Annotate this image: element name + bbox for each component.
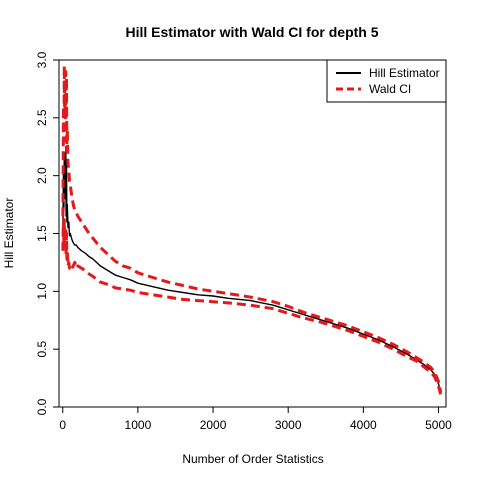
plot-area: 0 1000 2000 3000 4000 5000 0.0 0.5 1.0 1.5 2.0 2.5 3…: [35, 51, 452, 432]
legend-label: Hill Estimator: [369, 66, 440, 80]
wald-ci-lower-line: [61, 218, 443, 395]
x-tick-label: 1000: [125, 418, 152, 432]
x-tick-label: 2000: [200, 418, 227, 432]
plot-frame: [58, 59, 447, 408]
legend-label: Wald CI: [369, 82, 411, 96]
chart-title: Hill Estimator with Wald CI for depth 5: [125, 24, 378, 40]
x-tick-label: 5000: [425, 418, 452, 432]
x-tick-label: 3000: [275, 418, 302, 432]
x-tick-label: 4000: [350, 418, 377, 432]
hill-estimator-line: [62, 146, 442, 394]
y-tick-label: 0.0: [35, 398, 49, 415]
x-axis-label: Number of Order Statistics: [182, 452, 323, 466]
y-tick-label: 2.0: [35, 167, 49, 184]
legend-box: [326, 59, 447, 103]
x-tick-label: 0: [59, 418, 66, 432]
y-tick-label: 2.5: [35, 109, 49, 126]
y-tick-label: 3.0: [35, 51, 49, 68]
y-tick-label: 0.5: [35, 341, 49, 358]
y-axis-label: Hill Estimator: [2, 198, 16, 269]
wald-ci-upper-line: [61, 64, 443, 393]
y-tick-label: 1.0: [35, 283, 49, 300]
y-tick-label: 1.5: [35, 225, 49, 242]
